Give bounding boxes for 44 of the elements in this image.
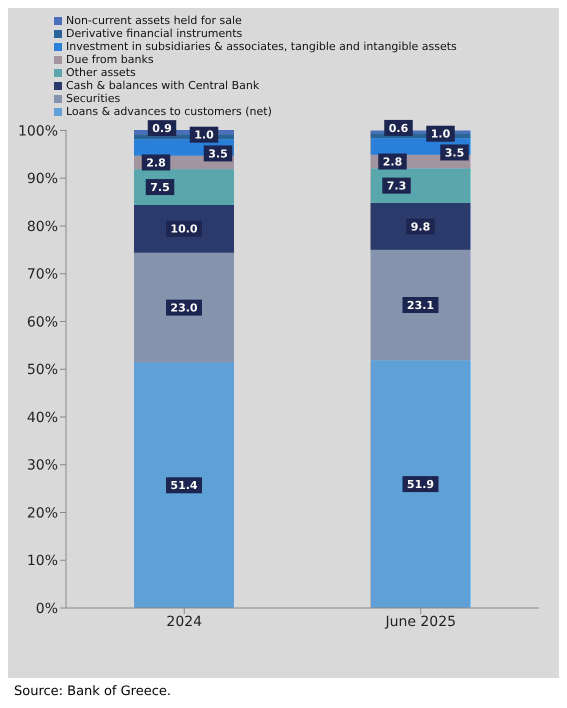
y-tick-label: 100% xyxy=(18,123,58,140)
data-label: 0.6 xyxy=(388,122,409,135)
legend-label: Loans & advances to customers (net) xyxy=(66,105,272,118)
y-tick-label: 20% xyxy=(26,505,58,522)
bar xyxy=(134,362,234,608)
data-label: 1.0 xyxy=(194,128,214,142)
data-label: 1.0 xyxy=(430,128,451,141)
y-tick-label: 30% xyxy=(26,458,58,474)
data-label: 2.8 xyxy=(382,155,402,168)
data-label: 3.5 xyxy=(208,147,228,160)
legend-label: Cash & balances with Central Bank xyxy=(66,79,260,92)
source-note: Source: Bank of Greece. xyxy=(14,684,172,699)
legend-label: Securities xyxy=(66,92,120,105)
data-label: 23.1 xyxy=(406,298,434,312)
y-tick-label: 60% xyxy=(26,314,58,330)
data-label: 2.8 xyxy=(146,156,166,170)
bar xyxy=(134,252,234,363)
y-tick-label: 50% xyxy=(26,362,58,378)
legend-label: Derivative financial instruments xyxy=(66,27,242,40)
data-label: 7.3 xyxy=(386,179,406,192)
data-label: 10.0 xyxy=(170,222,198,236)
bar xyxy=(370,203,470,250)
y-tick-label: 10% xyxy=(26,553,58,570)
y-tick-label: 40% xyxy=(26,410,58,426)
data-label: 51.9 xyxy=(406,478,434,491)
x-tick-label: 2024 xyxy=(166,614,202,630)
bar xyxy=(370,360,470,608)
data-label: 23.0 xyxy=(170,301,198,314)
data-label: 3.5 xyxy=(444,146,464,160)
legend-label: Due from banks xyxy=(66,53,154,66)
data-label: 9.8 xyxy=(410,220,430,234)
data-label: 7.5 xyxy=(150,180,170,194)
y-tick-label: 90% xyxy=(26,171,58,188)
legend-label: Non-current assets held for sale xyxy=(66,14,242,27)
x-tick-label: June 2025 xyxy=(384,614,456,630)
y-tick-label: 0% xyxy=(36,600,58,617)
bar xyxy=(370,250,470,360)
data-label: 0.9 xyxy=(152,122,172,135)
y-tick-label: 80% xyxy=(26,218,58,235)
bar xyxy=(134,204,234,253)
legend-label: Investment in subsidiaries & associates, tangible and intangible assets xyxy=(66,40,457,53)
y-tick-label: 70% xyxy=(26,266,58,283)
data-label: 51.4 xyxy=(170,479,198,492)
legend-label: Other assets xyxy=(66,66,136,79)
